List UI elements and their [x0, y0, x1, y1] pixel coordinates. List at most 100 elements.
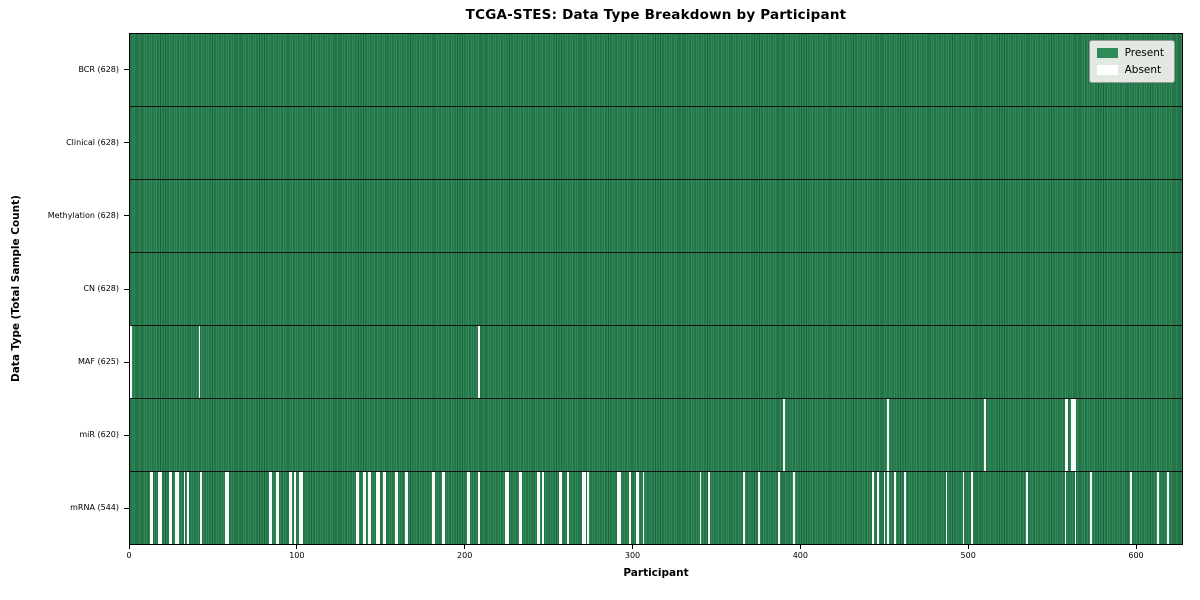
absent-mark: [175, 472, 179, 544]
absent-mark: [225, 472, 229, 544]
absent-mark: [970, 472, 973, 544]
absent-mark: [582, 472, 586, 544]
absent-mark: [394, 472, 399, 544]
heatmap-row: [130, 399, 1182, 472]
absent-mark: [362, 472, 367, 544]
y-tick-label: CN (628): [83, 284, 119, 293]
x-tick-label: 600: [1128, 551, 1144, 560]
absent-mark: [505, 472, 509, 544]
absent-mark: [441, 472, 445, 544]
x-tick-label: 100: [289, 551, 305, 560]
absent-mark: [478, 472, 481, 544]
x-tick-label: 500: [960, 551, 976, 560]
absent-mark: [903, 472, 906, 544]
x-tick-mark: [464, 545, 466, 549]
absent-swatch: [1096, 65, 1118, 75]
absent-mark: [945, 472, 948, 544]
absent-mark: [1074, 472, 1077, 544]
absent-mark: [558, 472, 563, 544]
heatmap-plot: Present Absent: [129, 33, 1183, 545]
absent-mark: [887, 399, 889, 471]
x-tick-label: 300: [624, 551, 641, 560]
x-tick-mark: [799, 545, 801, 549]
absent-mark: [877, 472, 879, 544]
x-tick-mark: [967, 545, 969, 549]
absent-mark: [186, 472, 189, 544]
absent-mark: [183, 472, 186, 544]
heatmap-row: [130, 34, 1182, 107]
absent-mark: [1166, 472, 1169, 544]
absent-mark: [299, 472, 303, 544]
absent-mark: [642, 472, 645, 544]
absent-mark: [150, 472, 154, 544]
y-tick-mark: [124, 215, 129, 217]
x-tick-mark: [632, 545, 633, 549]
absent-mark: [617, 472, 621, 544]
y-tick-mark: [124, 69, 129, 71]
absent-mark: [707, 472, 710, 544]
absent-mark: [778, 472, 780, 544]
absent-mark: [699, 472, 702, 544]
legend-label-present: Present: [1124, 47, 1164, 59]
absent-mark: [158, 472, 162, 544]
absent-mark: [793, 472, 796, 544]
y-tick-label: BCR (628): [78, 64, 119, 74]
y-tick-mark: [124, 434, 129, 436]
absent-mark: [629, 472, 631, 544]
absent-mark: [537, 472, 541, 544]
absent-mark: [200, 472, 203, 544]
absent-mark: [758, 472, 760, 544]
x-tick-mark: [128, 545, 130, 549]
absent-mark: [382, 472, 387, 544]
heatmap-rows: [130, 34, 1182, 544]
x-axis-label: Participant: [623, 567, 689, 579]
absent-mark: [1026, 472, 1028, 544]
y-tick-label: mRNA (544): [70, 503, 119, 513]
y-tick-label: Clinical (628): [66, 137, 119, 147]
y-tick-label: MAF (625): [77, 357, 119, 367]
absent-mark: [962, 472, 965, 544]
absent-mark: [883, 472, 886, 544]
absent-mark: [635, 472, 640, 544]
absent-mark: [198, 326, 201, 398]
heatmap-row: [130, 180, 1182, 253]
absent-mark: [289, 472, 293, 544]
absent-mark: [269, 472, 273, 544]
y-tick-label: Methylation (628): [47, 210, 119, 220]
absent-mark: [466, 472, 471, 544]
heatmap-row: [130, 326, 1182, 399]
y-tick-mark: [124, 288, 129, 290]
absent-mark: [168, 472, 172, 544]
legend-label-absent: Absent: [1124, 64, 1162, 76]
x-tick-label: 200: [457, 551, 473, 560]
legend-entry-absent: Absent: [1096, 64, 1164, 76]
present-swatch: [1096, 48, 1118, 58]
absent-mark: [294, 472, 296, 544]
legend-entry-present: Present: [1096, 47, 1164, 59]
absent-mark: [872, 472, 874, 544]
chart-title: TCGA-STES: Data Type Breakdown by Partic…: [465, 7, 847, 23]
heatmap-row: [130, 472, 1182, 544]
absent-mark: [404, 472, 409, 544]
absent-mark: [518, 472, 522, 544]
x-tick-mark: [1135, 545, 1137, 549]
absent-mark: [356, 472, 360, 544]
absent-mark: [1064, 399, 1069, 471]
absent-mark: [1071, 399, 1077, 471]
absent-mark: [783, 399, 785, 471]
absent-mark: [130, 326, 132, 398]
absent-mark: [367, 472, 372, 544]
heatmap-row: [130, 107, 1182, 180]
y-tick-mark: [124, 142, 129, 144]
absent-mark: [376, 472, 380, 544]
absent-mark: [1130, 472, 1132, 544]
x-tick-label: 0: [126, 551, 132, 560]
legend: Present Absent: [1088, 40, 1175, 83]
heatmap-row: [130, 253, 1182, 326]
y-tick-label: miR (620): [79, 430, 119, 440]
absent-mark: [1156, 472, 1159, 544]
x-tick-mark: [296, 545, 298, 549]
absent-mark: [984, 399, 986, 471]
absent-mark: [743, 472, 745, 544]
